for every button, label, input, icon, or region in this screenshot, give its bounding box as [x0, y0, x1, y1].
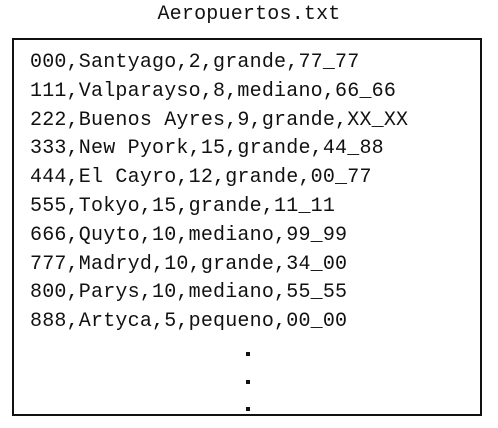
record-line: 888,Artyca,5,pequeno,00_00	[30, 310, 348, 334]
ellipsis-dot	[246, 380, 250, 384]
ellipsis-dot	[246, 407, 250, 411]
record-line: 666,Quyto,10,mediano,99_99	[30, 223, 348, 247]
record-list: 000,Santyago,2,grande,77_77 111,Valparay…	[30, 49, 408, 337]
record-line: 111,Valparayso,8,mediano,66_66	[30, 79, 397, 103]
file-title: Aeropuertos.txt	[157, 3, 341, 26]
record-line: 555,Tokyo,15,grande,11_11	[30, 194, 336, 218]
record-line: 777,Madryd,10,grande,34_00	[30, 252, 348, 276]
record-line: 000,Santyago,2,grande,77_77	[30, 51, 360, 74]
ellipsis-dot	[246, 352, 250, 356]
record-line: 444,El Cayro,12,grande,00_77	[30, 166, 372, 190]
file-content-box: 000,Santyago,2,grande,77_77 111,Valparay…	[12, 38, 482, 416]
record-line: 333,New Pyork,15,grande,44_88	[30, 137, 384, 161]
record-line: 800,Parys,10,mediano,55_55	[30, 281, 348, 305]
record-line: 222,Buenos Ayres,9,grande,XX_XX	[30, 108, 409, 132]
